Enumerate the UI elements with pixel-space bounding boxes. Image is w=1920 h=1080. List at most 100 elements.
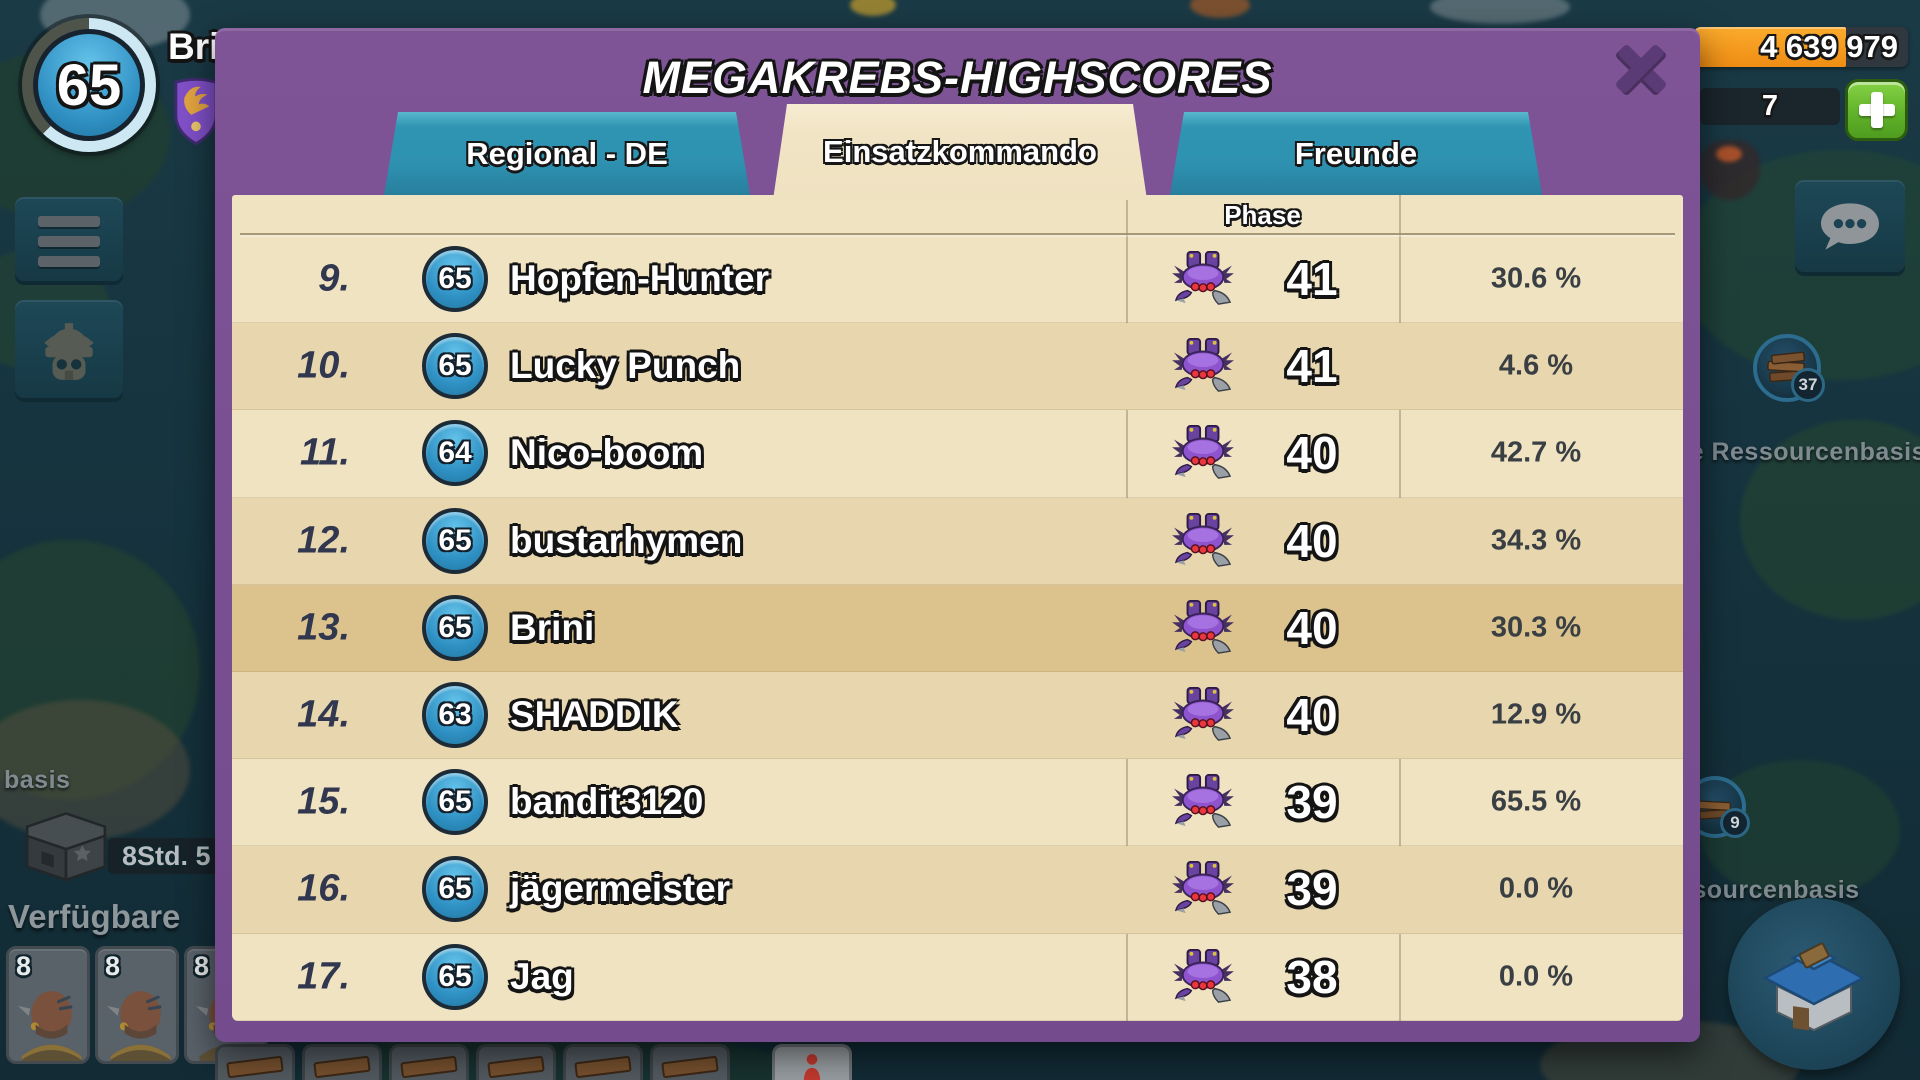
add-resources-button[interactable]	[1845, 79, 1908, 141]
level-number: 65	[438, 872, 472, 906]
destroyed-percent: 0.0 %	[1498, 960, 1574, 993]
player-name: Jag	[510, 955, 574, 997]
leaderboard-row: 15. 65 bandit3120 39 65.5 %	[232, 759, 1683, 847]
chat-button[interactable]	[1795, 180, 1905, 276]
tab-regional[interactable]: Regional - DE	[384, 112, 750, 195]
hero-card-partial[interactable]	[772, 1044, 852, 1080]
gold-count: 4 639 979	[1760, 29, 1898, 64]
gold-fill	[1694, 27, 1846, 67]
helmet-face-icon	[44, 323, 94, 380]
supply-crate-icon[interactable]	[14, 794, 118, 891]
troop-card-partial[interactable]	[650, 1044, 730, 1080]
level-number: 65	[438, 959, 472, 993]
intel-counter: 7	[1700, 88, 1840, 125]
troop-card[interactable]: 8	[6, 946, 90, 1064]
rank-shield-badge	[172, 76, 220, 151]
phase-value: 41	[1286, 253, 1338, 306]
phase-value: 38	[1286, 950, 1338, 1003]
player-name: Lucky Punch	[510, 345, 741, 387]
destroyed-percent: 65.5 %	[1490, 785, 1582, 818]
leaderboard-row: 17. 65 Jag 38 0.0 %	[232, 934, 1683, 1021]
tab-einsatzkommando[interactable]: Einsatzkommando	[773, 104, 1147, 200]
megacrab-icon	[1170, 686, 1236, 744]
leaderboard-row: 10. 65 Lucky Punch 41 4.6 %	[232, 323, 1683, 411]
level-number: 65	[438, 785, 472, 819]
phase-value: 40	[1286, 601, 1338, 654]
megacrab-icon	[1170, 337, 1236, 395]
rank-label: 13.	[297, 606, 350, 649]
player-level-badge: 63	[422, 682, 488, 749]
player-name: Hopfen-Hunter	[510, 258, 769, 300]
player-level-badge: 65	[422, 594, 488, 661]
troop-count: 8	[105, 951, 121, 981]
destroyed-percent: 0.0 %	[1498, 872, 1574, 905]
level-number: 65	[438, 610, 472, 644]
rank-label: 12.	[297, 519, 350, 562]
header-divider	[240, 233, 1675, 235]
island-decoration	[1716, 146, 1742, 162]
megacrab-icon	[1170, 773, 1236, 831]
wood-planks-icon	[1767, 351, 1806, 383]
wood-count-badge: 37	[1791, 368, 1825, 402]
leaderboard-rows: 9. 65 Hopfen-Hunter 41 30.6 %	[232, 236, 1683, 1021]
hamburger-icon	[38, 215, 100, 227]
megacrab-icon	[1170, 512, 1236, 570]
menu-button[interactable]	[15, 197, 123, 285]
troop-card-partial[interactable]	[476, 1044, 556, 1080]
troop-card[interactable]: 8	[95, 946, 179, 1064]
level-number: 65	[438, 262, 472, 296]
gold-counter: 4 639 979	[1694, 27, 1908, 67]
rank-label: 15.	[297, 780, 350, 823]
panel-title: MEGAKREBS-HIGHSCORES	[642, 52, 1273, 103]
level-number: 63	[438, 698, 472, 732]
leaderboard-row: 11. 64 Nico-boom 40 42.7 %	[232, 410, 1683, 498]
player-level-badge: 65	[422, 507, 488, 574]
player-level-badge: 65	[33, 29, 145, 141]
phase-value: 39	[1286, 776, 1338, 829]
megacrab-icon	[1170, 250, 1236, 308]
chat-bubble-icon	[1821, 203, 1879, 250]
player-level: 65	[56, 52, 122, 118]
player-level-badge: 65	[422, 769, 488, 836]
megacrab-icon	[1170, 424, 1236, 482]
player-name: SHADDIK	[510, 694, 679, 736]
close-icon[interactable]	[1611, 40, 1671, 100]
leaderboard-row: 13. 65 Brini 40 30.3 %	[232, 584, 1683, 672]
resource-base-label: basis	[4, 766, 71, 794]
phase-value: 41	[1286, 340, 1338, 393]
rank-label: 9.	[318, 257, 350, 300]
rank-label: 14.	[297, 693, 350, 736]
tab-freunde[interactable]: Freunde	[1170, 112, 1542, 195]
megacrab-icon	[1170, 860, 1236, 918]
troop-card-partial[interactable]	[215, 1044, 295, 1080]
troop-card-partial[interactable]	[563, 1044, 643, 1080]
leaderboard-table: Phase Zerstört 9. 65 Hopfen-Hunter	[232, 195, 1683, 1021]
leaderboard-row: 16. 65 jägermeister 39 0.0 %	[232, 846, 1683, 934]
island-decoration	[0, 540, 200, 800]
troops-button[interactable]	[15, 300, 123, 402]
destroyed-percent: 34.3 %	[1490, 524, 1582, 557]
island-decoration	[850, 0, 896, 16]
island-decoration	[1740, 420, 1920, 620]
level-number: 65	[438, 349, 472, 383]
available-troops-label: Verfügbare	[8, 898, 181, 935]
megacrab-icon	[1170, 599, 1236, 657]
player-level-badge: 65	[422, 333, 488, 400]
intel-count: 7	[1761, 90, 1779, 122]
rank-label: 16.	[297, 867, 350, 910]
rank-label: 17.	[297, 955, 350, 998]
player-level-badge: 65	[422, 856, 488, 923]
blue-building-icon	[1762, 942, 1866, 1032]
hero-figure-icon	[803, 1054, 821, 1080]
destroyed-percent: 30.3 %	[1490, 611, 1582, 644]
blue-building-button[interactable]	[1728, 898, 1900, 1070]
player-level-badge: 65	[422, 943, 488, 1010]
island-decoration	[1190, 0, 1250, 18]
rank-label: 11.	[299, 431, 350, 474]
xp-progress-ring: 65	[22, 18, 156, 152]
resource-base-marker[interactable]: 37	[1753, 334, 1825, 402]
troop-card-partial[interactable]	[389, 1044, 469, 1080]
destroyed-percent: 12.9 %	[1490, 698, 1582, 731]
troop-card-partial[interactable]	[302, 1044, 382, 1080]
